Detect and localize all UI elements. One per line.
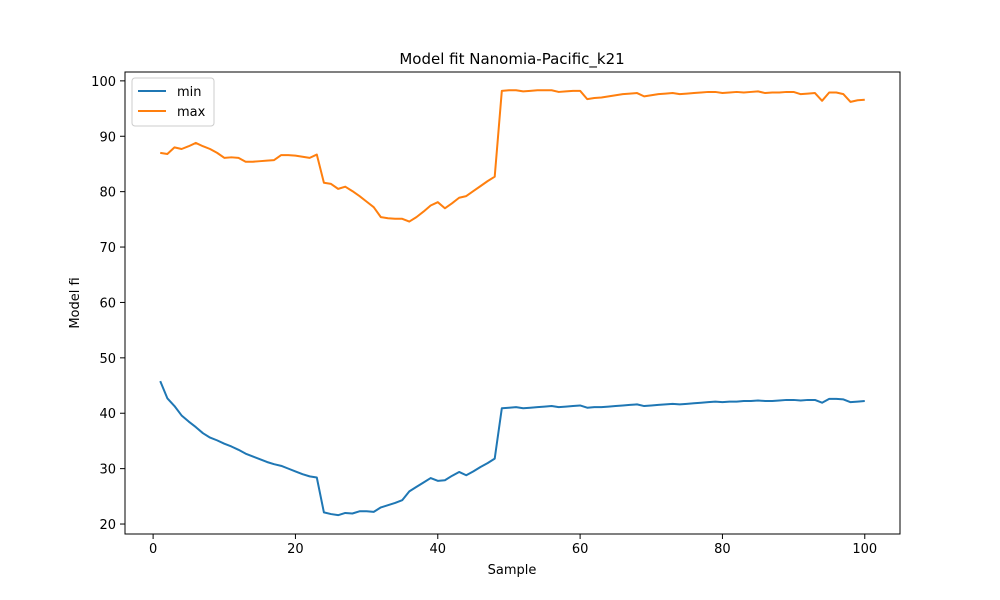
series-line-max	[160, 89, 865, 223]
x-tick-label: 40	[430, 542, 447, 557]
y-tick-label: 40	[99, 407, 116, 422]
y-tick-label: 30	[99, 463, 116, 478]
y-tick-label: 50	[99, 352, 116, 367]
y-tick-label: 20	[99, 518, 116, 533]
y-axis-label: Model fi	[68, 277, 83, 328]
legend-label-min: min	[177, 85, 202, 100]
legend: min max	[131, 77, 215, 127]
x-tick-label: 80	[714, 542, 731, 557]
plot-frame	[124, 71, 901, 535]
x-tick-label: 100	[852, 542, 877, 557]
y-tick-label: 90	[99, 130, 116, 145]
y-tick-label: 100	[91, 75, 116, 90]
chart-title: Model fit Nanomia-Pacific_k21	[399, 50, 624, 69]
x-axis: 0 20 40 60 80 100	[149, 534, 877, 557]
legend-label-max: max	[177, 105, 206, 120]
x-tick-label: 20	[287, 542, 304, 557]
x-axis-label: Sample	[488, 563, 537, 578]
series-line-min	[159, 380, 865, 517]
y-axis: 20 30 40 50 60 70 80 90 100	[91, 75, 125, 533]
y-tick-label: 80	[99, 186, 116, 201]
plot-lines	[159, 89, 865, 517]
y-tick-label: 70	[99, 241, 116, 256]
x-tick-label: 0	[149, 542, 157, 557]
x-tick-label: 60	[572, 542, 589, 557]
y-tick-label: 60	[99, 296, 116, 311]
